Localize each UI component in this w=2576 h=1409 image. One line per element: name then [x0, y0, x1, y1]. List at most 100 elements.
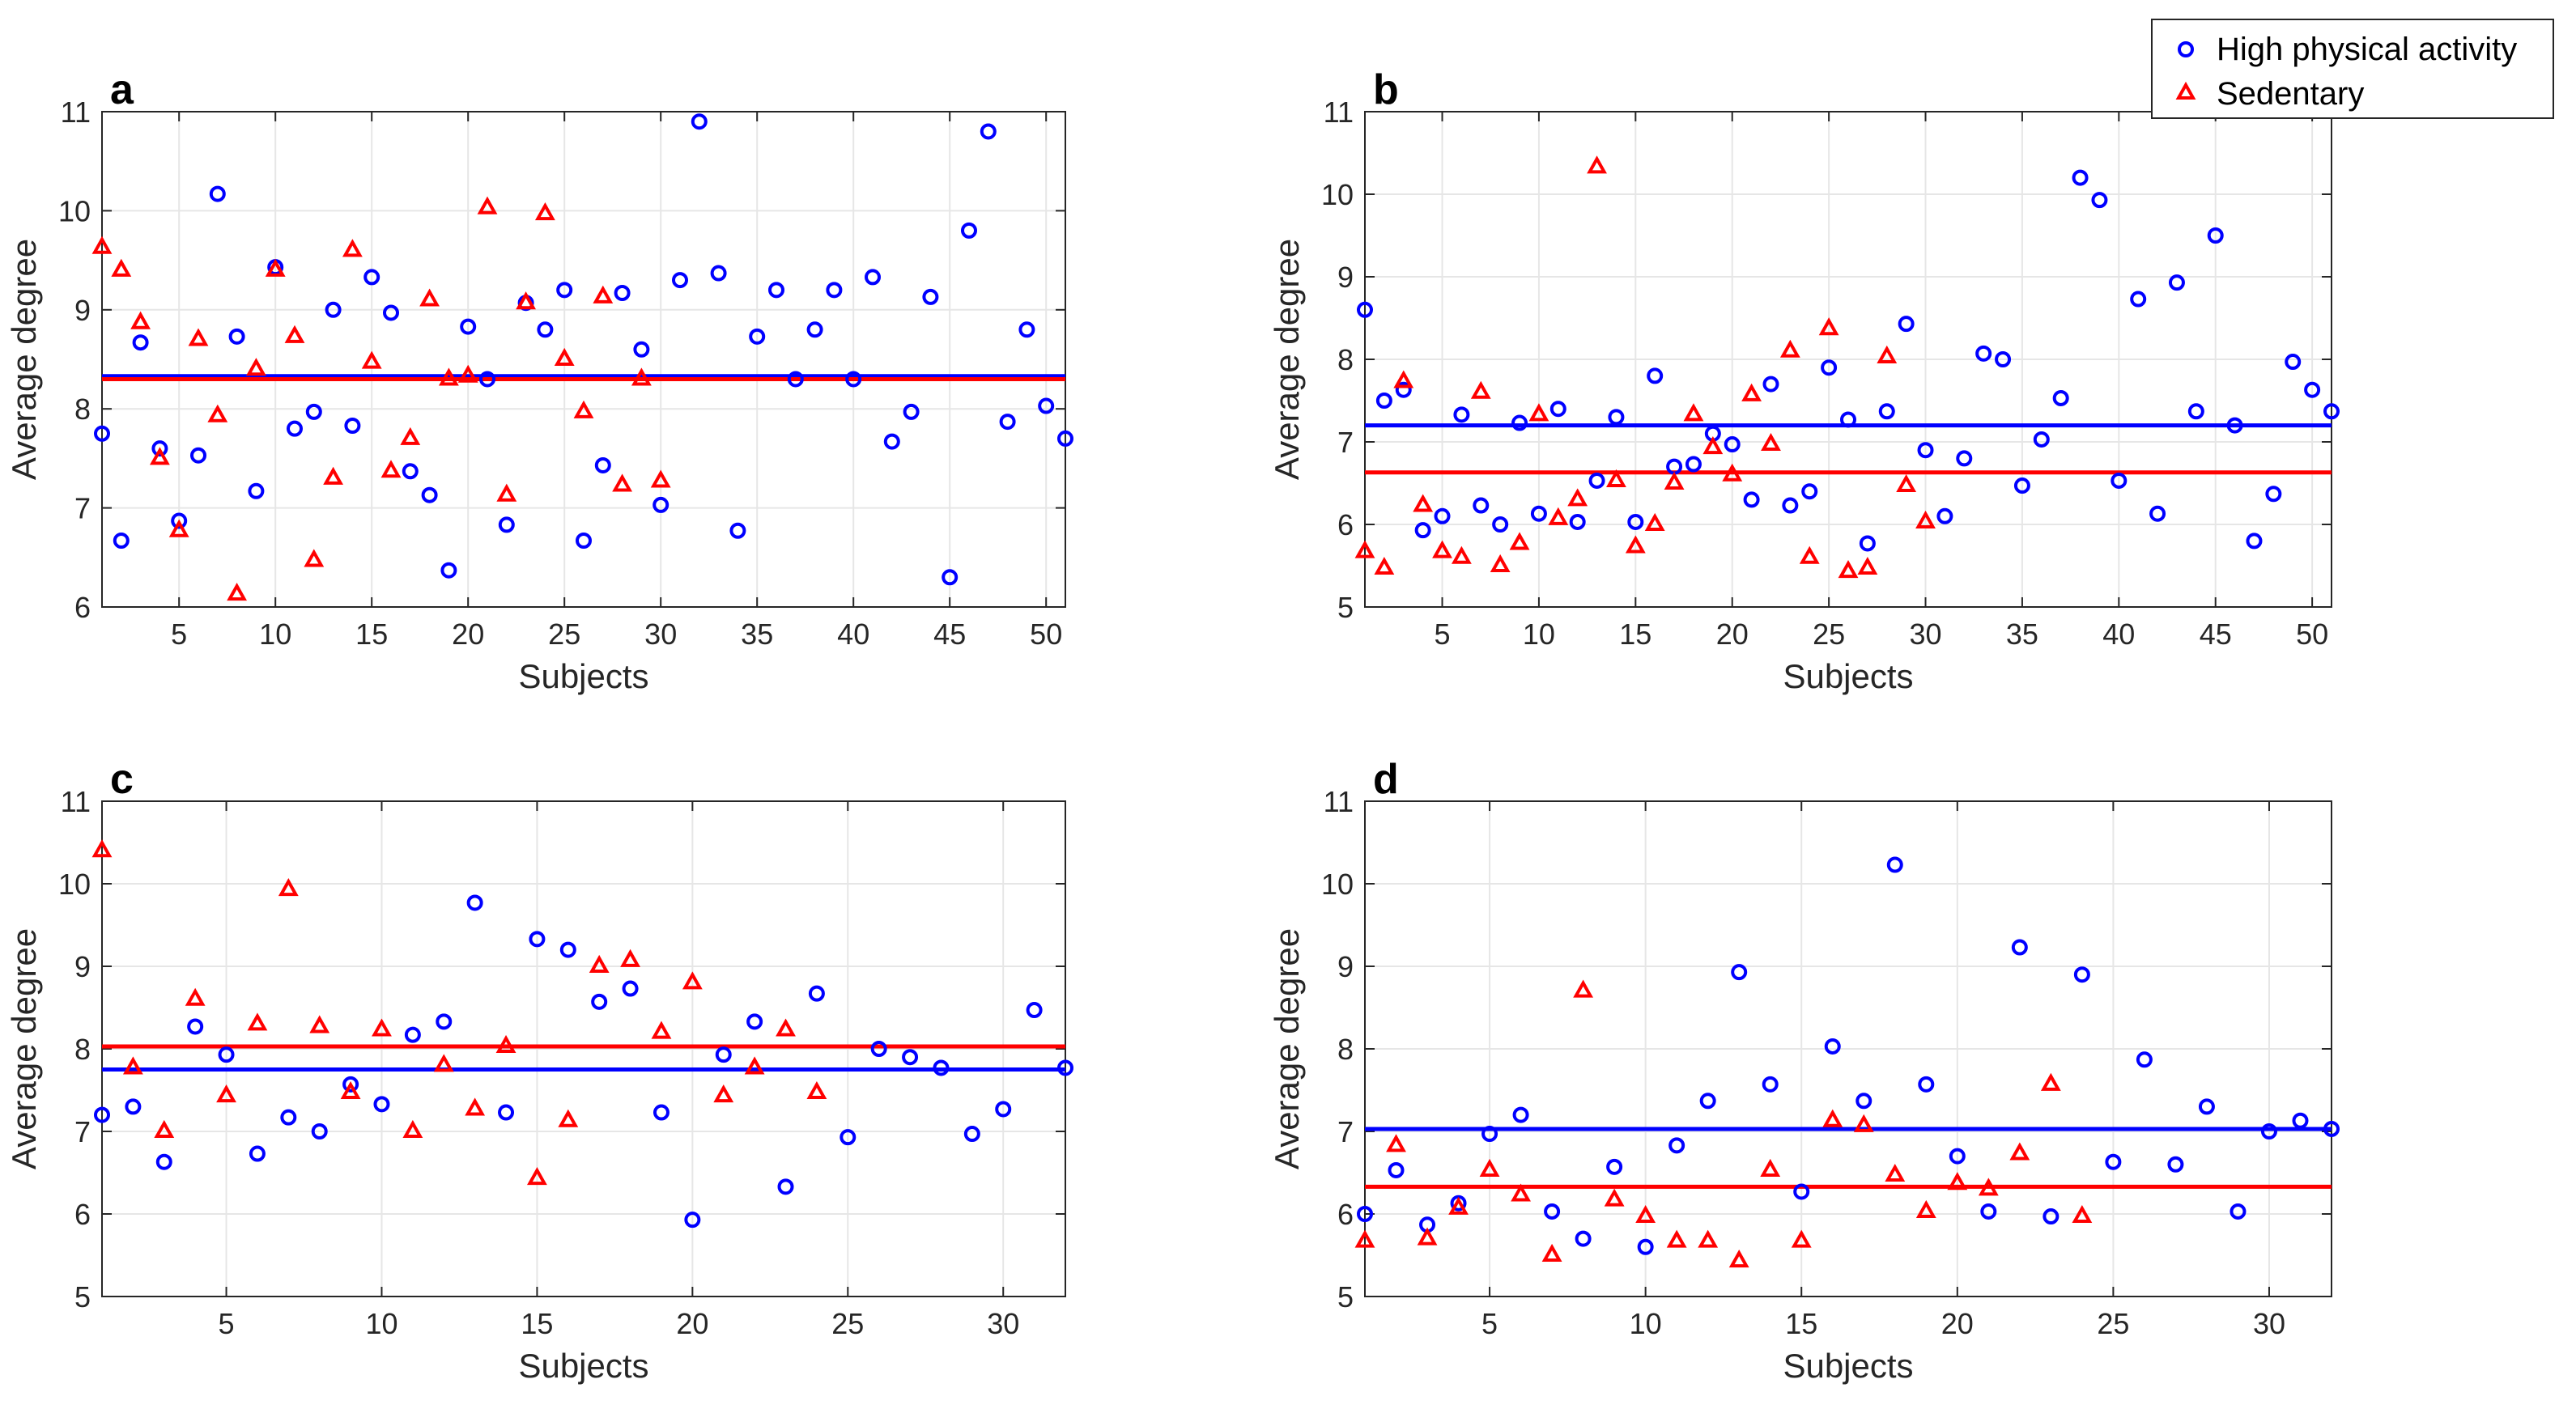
y-tick-label: 11: [61, 95, 91, 129]
high-activity-point: [1511, 414, 1528, 431]
y-tick-label: 11: [1324, 95, 1354, 129]
y-tick-label: 6: [74, 591, 91, 624]
high-activity-point: [1878, 403, 1895, 420]
high-activity-point: [248, 482, 265, 499]
sedentary-point: [265, 258, 286, 277]
y-tick-label: 5: [1337, 591, 1354, 624]
high-activity-point: [404, 1026, 421, 1043]
high-activity-point: [2043, 1208, 2060, 1225]
sedentary-point: [1978, 1178, 1999, 1196]
sedentary-point: [744, 1056, 765, 1075]
high-activity-point: [1018, 321, 1035, 338]
sedentary-point: [1448, 1196, 1469, 1215]
sedentary-point: [650, 469, 671, 488]
sedentary-point: [1606, 469, 1626, 487]
y-tick-label: 5: [74, 1280, 91, 1314]
sedentary-point: [111, 258, 132, 277]
sedentary-point: [245, 358, 266, 376]
high-activity-point: [1569, 513, 1586, 530]
y-tick-label: 8: [1337, 1033, 1354, 1066]
sedentary-point: [1877, 345, 1898, 363]
panels: 5 10 15 20 25 30 35 40 45 50 6 7 8 9 10 11 Subjects Avera…: [5, 66, 2340, 1385]
sedentary-point: [713, 1084, 734, 1103]
high-activity-point: [1917, 442, 1934, 459]
high-activity-point: [883, 433, 900, 450]
high-activity-point: [1606, 1158, 1623, 1175]
high-activity-point: [653, 1104, 670, 1121]
sedentary-point: [1354, 540, 1375, 558]
sedentary-point: [149, 447, 170, 465]
high-activity-point: [1549, 401, 1566, 418]
axes-box: [101, 111, 1066, 608]
sedentary-point: [2040, 1072, 2061, 1091]
x-tick-label: 15: [521, 1307, 553, 1340]
high-activity-point: [2136, 1051, 2153, 1068]
panel-label: d: [1373, 756, 1399, 803]
high-activity-point: [132, 334, 149, 351]
y-tick-label: 8: [1337, 343, 1354, 376]
high-activity-point: [1918, 1076, 1935, 1093]
high-activity-point: [559, 941, 576, 958]
x-tick-label: 20: [452, 617, 484, 651]
y-tick-label: 9: [1337, 261, 1354, 294]
sedentary-point: [323, 466, 344, 485]
sedentary-point: [465, 1097, 486, 1116]
panel-a: 5 10 15 20 25 30 35 40 45 50 6 7 8 9 10 11 Subjects Avera…: [5, 66, 1073, 695]
sedentary-point: [682, 971, 703, 990]
high-activity-point: [151, 440, 168, 457]
sedentary-point: [1818, 317, 1839, 336]
high-activity-point: [171, 512, 188, 529]
high-activity-point: [1731, 964, 1748, 981]
high-activity-point: [2013, 477, 2030, 494]
panel-label: b: [1373, 66, 1399, 113]
sedentary-point: [1760, 1158, 1781, 1177]
y-tick-label: 11: [61, 785, 91, 818]
high-activity-point: [2052, 389, 2069, 406]
high-activity-point: [287, 420, 303, 437]
high-activity-point: [1057, 430, 1073, 447]
high-activity-point: [1544, 1203, 1561, 1220]
sedentary-point: [457, 364, 478, 383]
high-activity-point: [1793, 1183, 1810, 1200]
sedentary-point: [1541, 1243, 1562, 1262]
x-tick-label: 10: [1523, 617, 1555, 651]
high-activity-point: [684, 1212, 701, 1229]
sedentary-point: [438, 367, 459, 386]
high-activity-point: [113, 532, 130, 549]
sedentary-point: [1625, 535, 1646, 554]
y-axis-label: Average degree: [1268, 928, 1306, 1169]
high-activity-point: [2033, 431, 2050, 448]
high-activity-point: [1995, 351, 2012, 367]
sedentary-point: [620, 949, 641, 967]
x-tick-label: 10: [1630, 1307, 1662, 1340]
high-activity-point: [498, 516, 515, 533]
high-activity-point: [845, 371, 862, 388]
x-tick-label: 15: [355, 617, 388, 651]
sedentary-point: [168, 519, 189, 537]
sedentary-point: [1799, 545, 1820, 564]
sedentary-point: [1573, 979, 1594, 998]
sedentary-point: [1741, 383, 1762, 401]
y-tick-label: 9: [74, 950, 91, 983]
high-activity-point: [1762, 376, 1779, 393]
high-activity-point: [2323, 1120, 2340, 1137]
high-activity-point: [2323, 403, 2340, 420]
high-activity-point: [2072, 169, 2089, 186]
x-tick-label: 5: [1481, 1307, 1498, 1340]
high-activity-point: [933, 1059, 950, 1076]
sedentary-point: [185, 987, 206, 1006]
high-activity-point: [1357, 301, 1373, 318]
sedentary-point: [1666, 1229, 1687, 1248]
sedentary-point: [1779, 339, 1800, 358]
high-activity-point: [691, 113, 708, 130]
high-activity-point: [311, 1123, 328, 1140]
x-tick-label: 5: [171, 617, 187, 651]
high-activity-point: [187, 1018, 204, 1035]
high-activity-point: [2105, 1153, 2122, 1170]
high-activity-point: [2265, 486, 2282, 503]
high-activity-point: [1724, 436, 1741, 453]
sedentary-point: [342, 239, 363, 257]
high-activity-point: [1530, 505, 1547, 522]
high-activity-point: [1762, 1076, 1779, 1093]
high-activity-point: [903, 403, 920, 420]
